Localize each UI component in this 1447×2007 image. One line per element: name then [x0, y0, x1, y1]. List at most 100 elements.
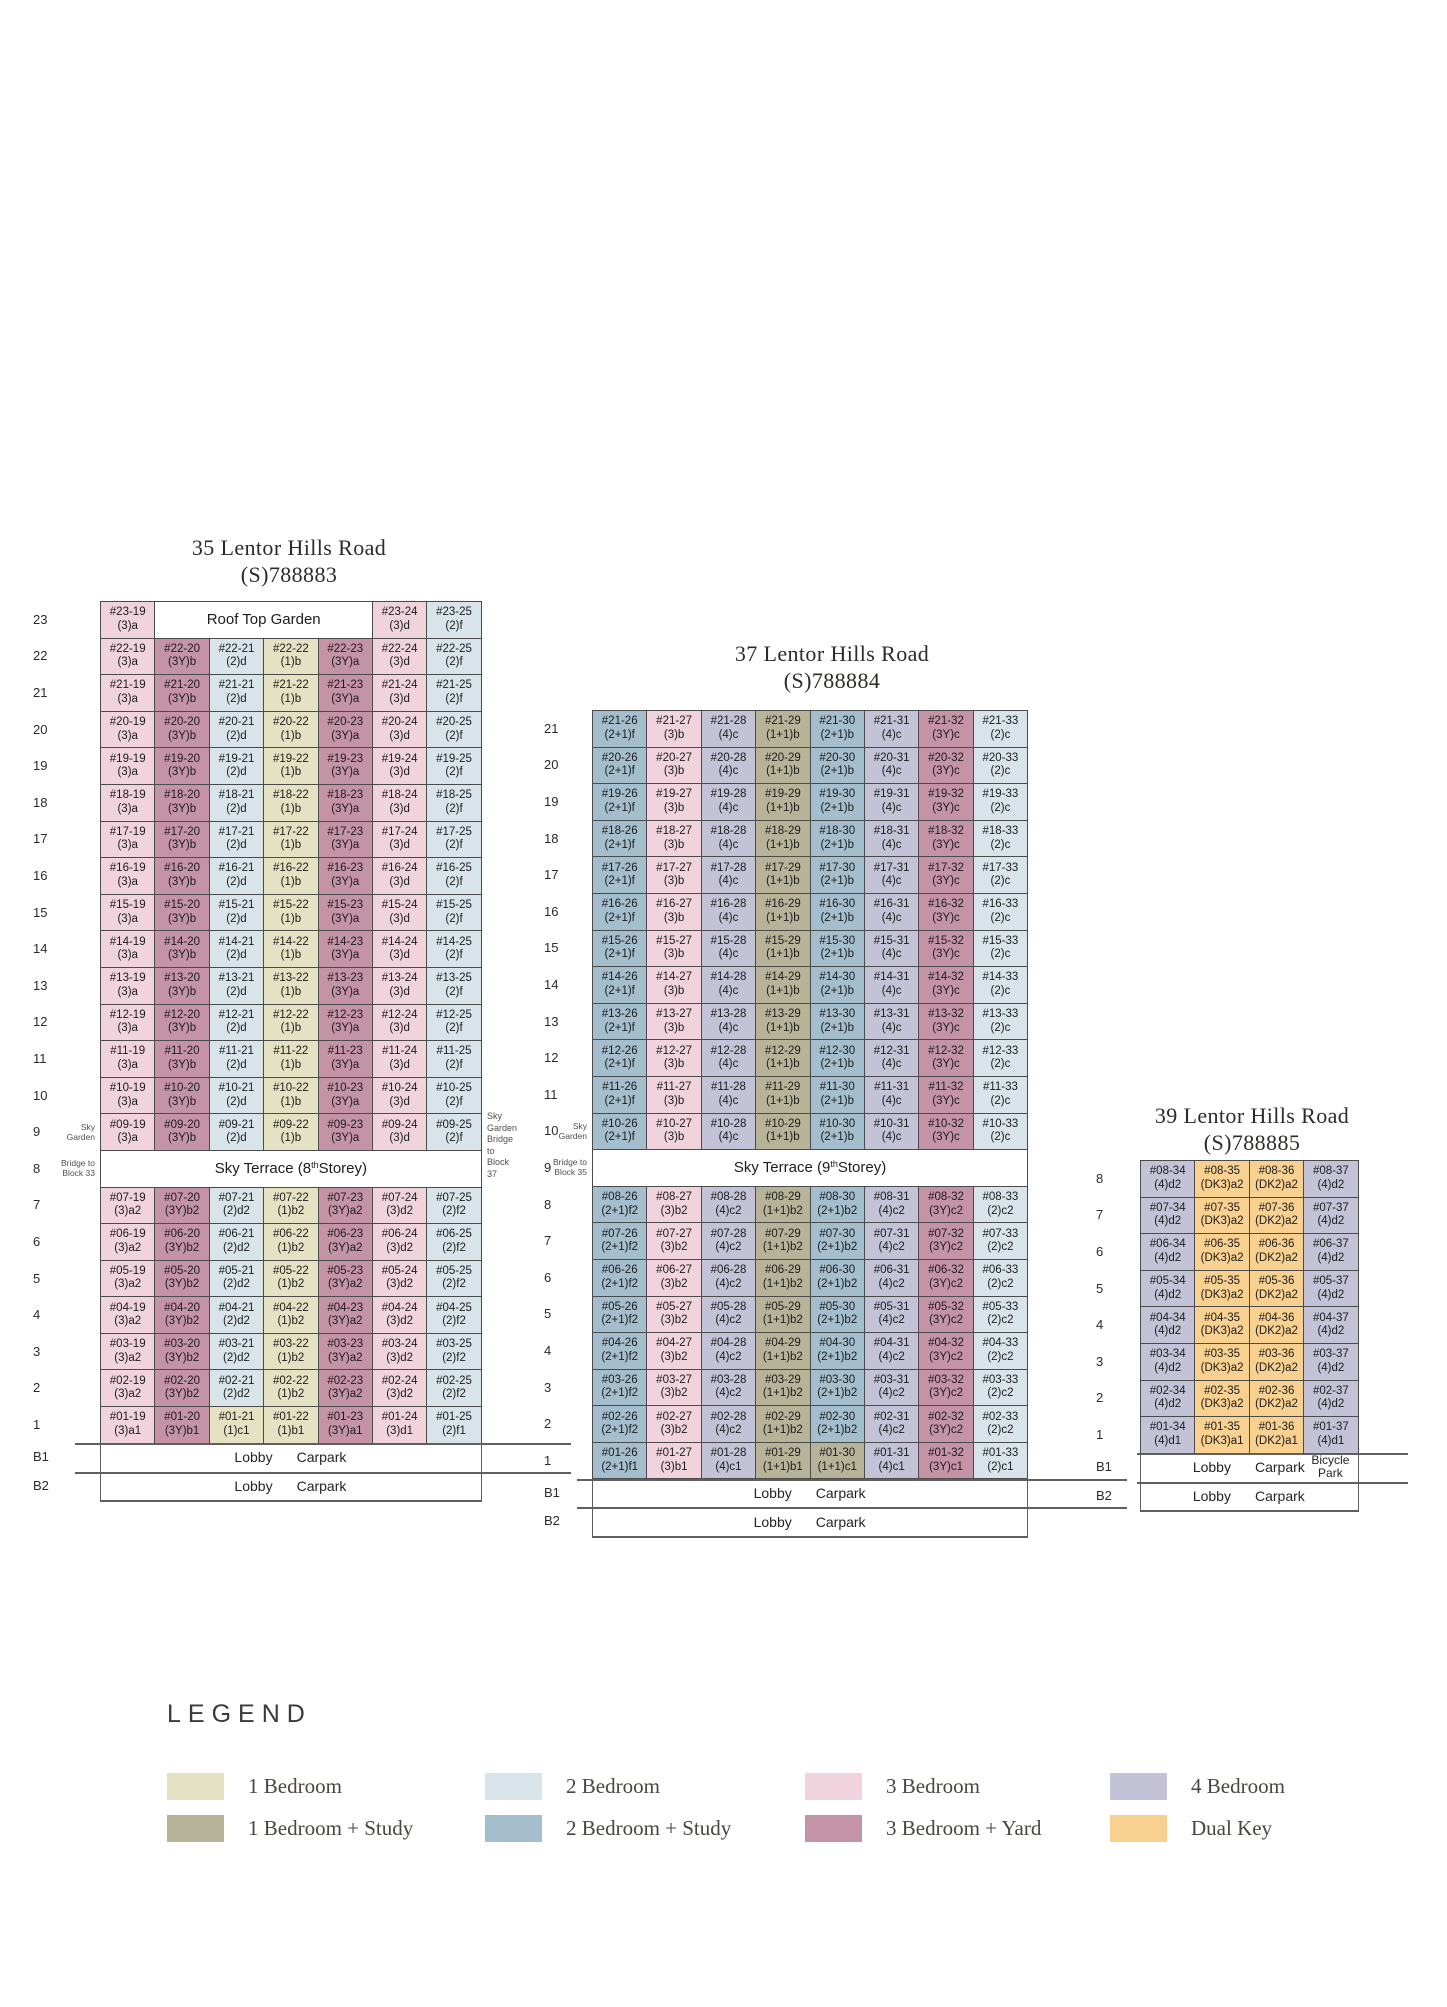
- unit-type: (DK2)a2: [1255, 1398, 1298, 1411]
- unit-type: (3Y)c1: [929, 1460, 963, 1473]
- unit-type: (3Y)b2: [164, 1205, 200, 1218]
- unit-type: (3Y)c: [932, 728, 960, 741]
- unit-number: #17-19: [109, 825, 146, 838]
- unit-cell: #21-20 (3Y)b: [154, 674, 209, 711]
- unit-cell: #07-29 (1+1)b2: [755, 1222, 810, 1259]
- unit-type: (2)c: [990, 911, 1011, 924]
- unit-cell: #17-30 (2+1)b: [809, 856, 864, 893]
- unit-type: (3Y)c: [932, 1021, 960, 1034]
- unit-type: (2+1)f2: [601, 1314, 639, 1327]
- unit-cell: #08-34 (4)d2: [1140, 1160, 1195, 1197]
- unit-cell: #04-27 (3)b2: [646, 1332, 701, 1369]
- unit-type: (3)b: [663, 838, 685, 851]
- unit-type: (3)a: [117, 656, 138, 669]
- unit-number: #07-22: [272, 1191, 309, 1204]
- unit-type: (2)f2: [442, 1351, 466, 1364]
- unit-number: #19-26: [601, 788, 638, 801]
- sky-terrace-text: Sky Terrace (9: [733, 1159, 831, 1177]
- unit-type: (1)b: [280, 875, 302, 888]
- basement-line: [75, 1442, 571, 1445]
- block-title: 39 Lentor Hills Road (S)788885: [1072, 1102, 1432, 1156]
- unit-number: #06-34: [1149, 1238, 1186, 1251]
- unit-number: #20-27: [656, 751, 692, 764]
- unit-number: #03-21: [218, 1338, 255, 1351]
- unit-cell: #05-23 (3Y)a2: [317, 1259, 372, 1297]
- unit-cell: #09-24 (3)d: [371, 1113, 427, 1150]
- unit-cell: #02-21 (2)d2: [208, 1369, 264, 1407]
- basement-label: B1: [1096, 1458, 1112, 1474]
- unit-type: (4)d2: [1154, 1178, 1182, 1191]
- unit-number: #18-20: [164, 789, 200, 802]
- unit-cell: #18-20 (3Y)b: [154, 783, 209, 821]
- unit-number: #14-33: [982, 971, 1019, 984]
- basement-item: Carpark: [296, 1449, 347, 1466]
- unit-number: #02-30: [819, 1410, 856, 1423]
- unit-cell: #08-35 (DK3)a2: [1194, 1160, 1249, 1197]
- unit-type: (3Y)c: [932, 838, 960, 851]
- legend-item: 2 Bedroom + Study: [485, 1815, 731, 1842]
- unit-cell: #01-36 (DK2)a1: [1248, 1416, 1304, 1453]
- unit-number: #20-26: [601, 751, 638, 764]
- unit-cell: #06-32 (3Y)c2: [918, 1258, 973, 1296]
- unit-cell: #11-32 (3Y)c: [918, 1075, 973, 1113]
- unit-number: #19-23: [327, 752, 364, 765]
- unit-type: (4)c: [881, 1021, 902, 1034]
- floor-number: 6: [33, 1233, 41, 1249]
- unit-number: #07-21: [218, 1191, 255, 1204]
- legend-label: 4 Bedroom: [1191, 1774, 1285, 1798]
- floor-number: 16: [33, 867, 48, 883]
- unit-number: #06-37: [1312, 1238, 1349, 1251]
- unit-cell: #18-25 (2)f: [426, 783, 481, 821]
- unit-cell: #06-35 (DK3)a2: [1194, 1233, 1249, 1270]
- unit-cell: #21-33 (2)c: [972, 710, 1028, 747]
- unit-cell: #05-35 (DK3)a2: [1194, 1269, 1249, 1307]
- basement-label: B2: [33, 1477, 49, 1493]
- unit-number: #17-21: [218, 825, 255, 838]
- unit-number: #05-34: [1149, 1275, 1186, 1288]
- unit-cell: #04-37 (4)d2: [1303, 1306, 1358, 1343]
- floor-number: 9: [33, 1124, 41, 1140]
- unit-number: #10-28: [710, 1117, 747, 1130]
- bridge-note-line: Garden: [558, 1130, 587, 1141]
- bridge-note-line: Sky: [80, 1121, 95, 1132]
- unit-number: #12-19: [109, 1008, 146, 1021]
- unit-type: (2+1)b: [820, 1131, 855, 1144]
- unit-cell: #14-31 (4)c: [863, 966, 919, 1003]
- unit-cell: #05-32 (3Y)c2: [918, 1295, 973, 1333]
- legend-item: Dual Key: [1110, 1815, 1272, 1842]
- unit-type: (1)b2: [277, 1388, 305, 1401]
- unit-cell: #01-26 (2+1)f1: [592, 1441, 647, 1479]
- unit-type: (2)d: [226, 656, 247, 669]
- unit-number: #19-31: [873, 788, 910, 801]
- unit-type: (3)d: [389, 875, 410, 888]
- unit-number: #13-22: [272, 972, 309, 985]
- unit-number: #13-29: [764, 1008, 801, 1021]
- unit-cell: #02-23 (3Y)a2: [317, 1369, 372, 1407]
- block-title-line: 35 Lentor Hills Road: [191, 535, 387, 560]
- unit-number: #18-30: [819, 825, 856, 838]
- unit-number: #03-19: [109, 1338, 146, 1351]
- unit-type: (2+1)f: [604, 1131, 635, 1144]
- basement-item: Lobby: [234, 1477, 273, 1494]
- unit-type: (2)d: [226, 912, 247, 925]
- unit-number: #15-24: [381, 899, 418, 912]
- unit-cell: #15-32 (3Y)c: [918, 929, 973, 967]
- unit-cell: #04-23 (3Y)a2: [317, 1296, 372, 1333]
- unit-cell: #06-29 (1+1)b2: [755, 1258, 810, 1296]
- floor-label: 5: [1096, 1270, 1135, 1307]
- floor-label: 16: [33, 857, 95, 894]
- unit-cell: #04-31 (4)c2: [863, 1332, 919, 1369]
- unit-cell: #19-20 (3Y)b: [154, 747, 209, 784]
- sky-terrace-text: th: [311, 1159, 319, 1170]
- unit-type: (1)b1: [277, 1424, 305, 1437]
- unit-type: (3Y)a: [331, 912, 360, 925]
- unit-cell: #03-35 (DK3)a2: [1194, 1342, 1249, 1380]
- unit-cell: #01-30 (1+1)c1: [809, 1441, 864, 1479]
- block-title-line: 39 Lentor Hills Road: [1154, 1103, 1350, 1128]
- unit-cell: #16-29 (1+1)b: [755, 892, 810, 930]
- unit-cell: #11-19 (3)a: [100, 1040, 155, 1077]
- unit-number: #11-28: [710, 1081, 746, 1094]
- basement-line: [592, 1478, 593, 1537]
- unit-type: (4)c: [881, 875, 902, 888]
- unit-cell: #12-22 (1)b: [263, 1003, 318, 1041]
